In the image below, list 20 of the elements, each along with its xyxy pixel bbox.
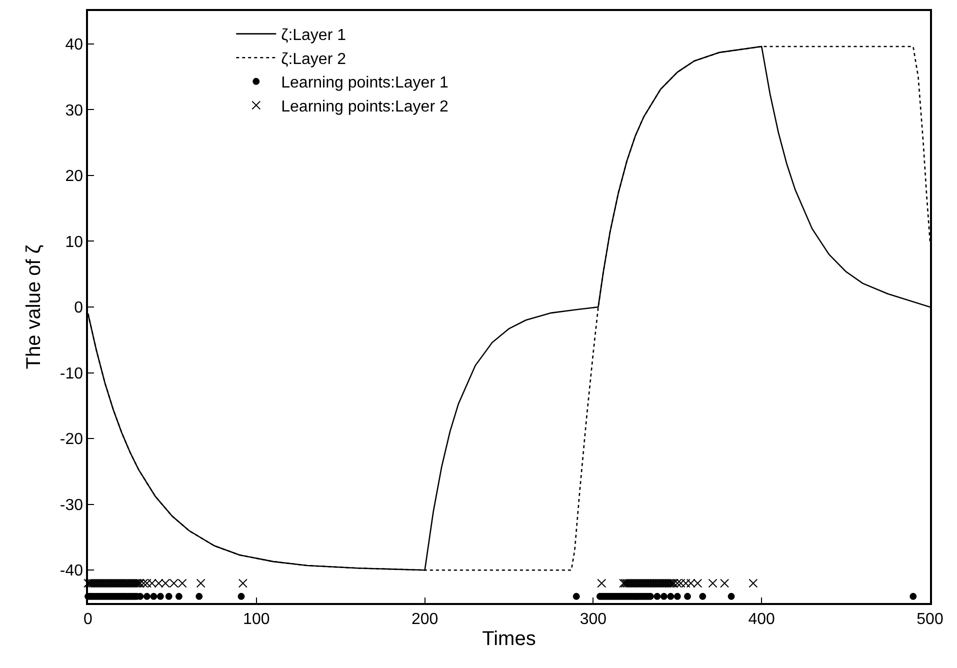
x-axis-title: Times [482,628,536,650]
legend-label: Learning points:Layer 1 [281,74,448,92]
y-tick-label: -40 [60,562,84,580]
x-tick-label: 300 [580,610,607,628]
y-tick-label: -30 [60,496,84,514]
y-tick-label: 10 [65,234,84,251]
x-tick-label: 200 [411,610,438,628]
legend-label: ζ:Layer 1 [281,27,346,44]
y-tick-label: 20 [65,168,84,186]
y-tick-label: 30 [65,102,84,120]
legend-label: Learning points:Layer 2 [281,98,448,116]
y-axis-title: The value of ζ [22,244,45,370]
y-tick-label: -10 [60,365,84,382]
x-tick-label: 500 [916,610,944,628]
y-tick-label: 0 [74,300,84,317]
x-tick-label: 400 [748,610,776,628]
y-tick-label: 40 [65,36,84,54]
x-tick-label: 100 [243,610,270,628]
y-tick-label: -20 [60,431,84,448]
legend-label: ζ:Layer 2 [281,50,346,68]
